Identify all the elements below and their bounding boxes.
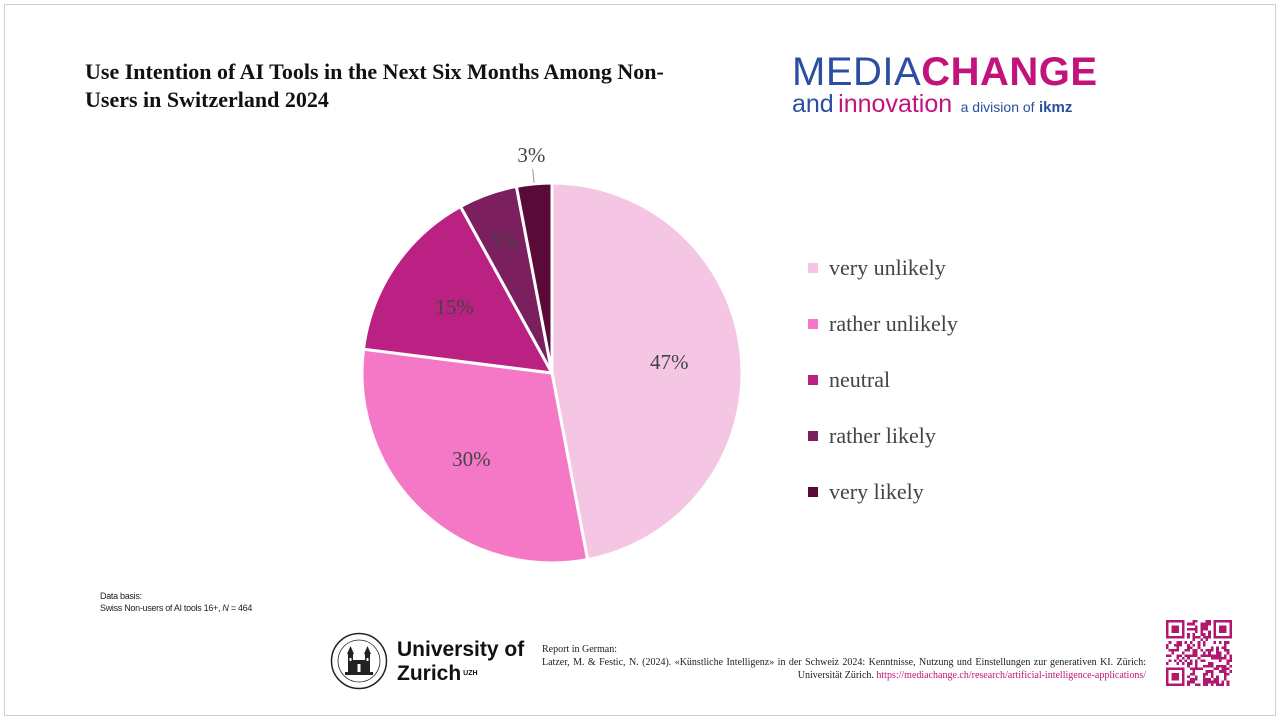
legend-label: rather likely	[829, 423, 936, 448]
university-name: University of Zurich UZH	[397, 638, 524, 686]
data-basis-label: Data basis:	[100, 591, 142, 601]
legend-item: rather unlikely	[808, 296, 1068, 352]
logo-division-prefix: a division of	[960, 99, 1035, 115]
university-name-line1: University of	[397, 638, 525, 661]
pie-slice-neutral	[361, 205, 554, 375]
logo-word-change: CHANGE	[921, 50, 1098, 94]
university-name-line2: Zurich	[397, 662, 462, 685]
pie-data-label: 47%	[650, 350, 689, 374]
slide-frame	[4, 4, 1276, 716]
pie-data-label: 3%	[517, 143, 545, 167]
report-citation: Latzer, M. & Festic, N. (2024). «Künstli…	[542, 657, 1146, 681]
legend-swatch	[808, 375, 818, 385]
pie-data-label: 30%	[452, 447, 491, 471]
logo-word-and: and	[792, 90, 834, 118]
logo-word-innovation: innovation	[838, 90, 953, 118]
logo-division-name: ikmz	[1039, 99, 1073, 116]
mediachange-logo: MEDIACHANGE and innovation a division of…	[792, 52, 1152, 119]
pie-leader-line	[532, 168, 535, 183]
pie-data-label: 5%	[490, 229, 518, 253]
chart-title: Use Intention of AI Tools in the Next Si…	[85, 59, 664, 112]
data-basis-n-value: = 464	[228, 603, 253, 613]
qr-code-icon[interactable]	[1166, 620, 1232, 686]
university-seal-icon	[330, 632, 388, 690]
report-heading: Report in German:	[542, 644, 617, 655]
data-basis-text: Swiss Non-users of AI tools 16+, N = 464	[100, 602, 252, 614]
legend-label: very likely	[829, 479, 924, 504]
legend-swatch	[808, 431, 818, 441]
legend-swatch	[808, 263, 818, 273]
legend-label: rather unlikely	[829, 311, 958, 336]
legend-label: very unlikely	[829, 255, 946, 280]
legend-swatch	[808, 487, 818, 497]
legend-item: neutral	[808, 352, 1068, 408]
data-basis-n-symbol: N	[222, 603, 229, 613]
pie-data-label: 15%	[435, 295, 474, 319]
chart-legend: very unlikely rather unlikely neutral rathe…	[808, 240, 1068, 520]
legend-swatch	[808, 319, 818, 329]
pie-data-labels: 47% 30% 15% 5% 3%	[435, 143, 688, 471]
logo-word-media: MEDIA	[792, 50, 922, 94]
legend-label: neutral	[829, 367, 891, 392]
legend-item: rather likely	[808, 408, 1068, 464]
report-citation-block: Latzer, M. & Festic, N. (2024). «Künstli…	[542, 656, 1146, 682]
university-logo: University of Zurich UZH	[330, 630, 530, 692]
pie-slice-rather-unlikely	[360, 347, 590, 565]
university-superscript: UZH	[463, 670, 478, 677]
data-basis-prefix: Swiss Non-users of AI tools 16+,	[100, 603, 223, 613]
pie-leader-lines	[532, 168, 535, 183]
legend-item: very unlikely	[808, 240, 1068, 296]
pie-slice-very-likely	[514, 181, 554, 375]
data-basis-note: Data basis: Swiss Non-users of AI tools …	[100, 590, 252, 614]
legend-item: very likely	[808, 464, 1068, 520]
pie-slices	[360, 181, 744, 565]
report-reference: Report in German: Latzer, M. & Festic, N…	[542, 643, 1146, 682]
pie-slice-very-unlikely	[550, 181, 744, 562]
report-link[interactable]: https://mediachange.ch/research/artifici…	[876, 670, 1146, 681]
